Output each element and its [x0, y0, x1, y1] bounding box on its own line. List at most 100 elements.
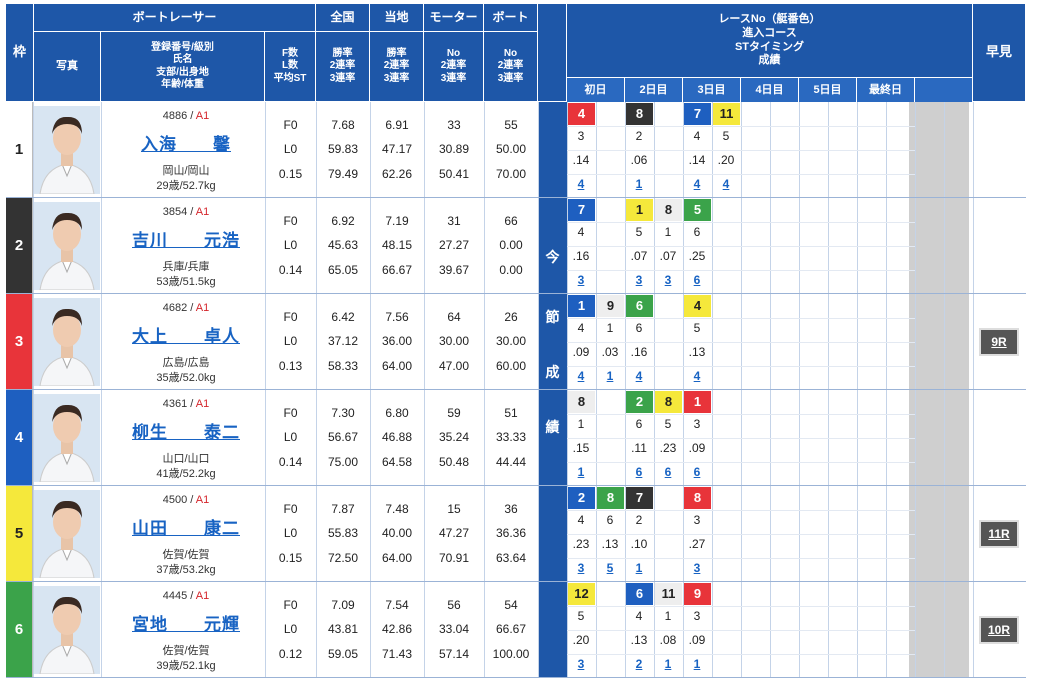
- zen-stat: 55.83: [327, 526, 359, 540]
- finish-link[interactable]: 3: [577, 657, 585, 671]
- cell-divider: [799, 198, 800, 293]
- finish-link[interactable]: 3: [577, 273, 585, 287]
- waku-number: 5: [6, 486, 33, 581]
- cell-divider: [683, 486, 684, 581]
- finish-link[interactable]: 3: [664, 273, 672, 287]
- st-timing: .16: [630, 345, 648, 359]
- cell-divider: [712, 294, 713, 389]
- racer-name-link[interactable]: 入海 馨: [141, 135, 231, 154]
- hayami-link[interactable]: 10R: [979, 616, 1019, 644]
- racer-name-link[interactable]: 大上 卓人: [132, 327, 240, 346]
- day-header-3: 3日目: [683, 78, 741, 102]
- cell-divider: [712, 582, 713, 677]
- cell-divider: [596, 582, 597, 677]
- race-number: 12: [568, 583, 595, 605]
- finish-link[interactable]: 1: [635, 177, 643, 191]
- cell-divider: [33, 294, 34, 389]
- racer-area: 岡山/岡山: [162, 165, 210, 177]
- course: 3: [693, 513, 701, 527]
- finish-link[interactable]: 4: [693, 369, 701, 383]
- finish-link[interactable]: 6: [664, 465, 672, 479]
- row-divider: [567, 462, 915, 463]
- header-touchi: 当地: [370, 4, 424, 32]
- racer-name-link[interactable]: 山田 康二: [132, 519, 240, 538]
- hayami-link[interactable]: 11R: [979, 520, 1019, 548]
- finish-link[interactable]: 1: [577, 465, 585, 479]
- row-divider: [567, 150, 915, 151]
- finish-link[interactable]: 6: [693, 273, 701, 287]
- st-timing: .09: [688, 633, 706, 647]
- row-divider: [567, 342, 915, 343]
- reg-class: 4886 / A1: [162, 110, 210, 122]
- race-number: 8: [684, 487, 711, 509]
- row-divider: [567, 534, 915, 535]
- zen-stat: 7.30: [331, 406, 355, 420]
- cell-divider: [265, 198, 266, 293]
- racer-photo: [34, 202, 100, 290]
- race-number: 11: [713, 103, 740, 125]
- finish-link[interactable]: 4: [635, 369, 643, 383]
- racer-name-link[interactable]: 宮地 元輝: [132, 615, 240, 634]
- cell-divider: [799, 486, 800, 581]
- avg-st: 0.15: [278, 167, 303, 181]
- finish-link[interactable]: 4: [722, 177, 730, 191]
- row-divider: [567, 438, 915, 439]
- racer-age-weight: 29歳/52.7kg: [156, 180, 216, 192]
- boat-stat: 44.44: [495, 455, 527, 469]
- st-timing: .15: [572, 441, 590, 455]
- f-count: F0: [283, 214, 298, 228]
- race-number: 6: [626, 295, 653, 317]
- race-number: 8: [655, 391, 682, 413]
- cell-divider: [424, 390, 425, 485]
- finish-link[interactable]: 3: [577, 561, 585, 575]
- row-divider: [567, 654, 915, 655]
- motor-stat: 39.67: [438, 263, 470, 277]
- cell-divider: [915, 294, 916, 389]
- finish-link[interactable]: 1: [693, 657, 701, 671]
- avg-st: 0.13: [278, 359, 303, 373]
- motor-stat: 30.00: [438, 334, 470, 348]
- motor-stat: 47.00: [438, 359, 470, 373]
- header-waku: 枠: [6, 4, 34, 102]
- motor-stat: 50.48: [438, 455, 470, 469]
- st-timing: .23: [572, 537, 590, 551]
- race-number: 11: [655, 583, 682, 605]
- finish-link[interactable]: 3: [635, 273, 643, 287]
- finish-link[interactable]: 5: [606, 561, 614, 575]
- course: 1: [577, 417, 585, 431]
- racer-photo: [34, 586, 100, 674]
- finish-link[interactable]: 6: [635, 465, 643, 479]
- finish-link[interactable]: 4: [693, 177, 701, 191]
- finish-link[interactable]: 4: [577, 177, 585, 191]
- tou-stat: 47.17: [381, 142, 413, 156]
- finish-link[interactable]: 2: [635, 657, 643, 671]
- cell-divider: [33, 390, 34, 485]
- tou-stat: 7.54: [385, 598, 409, 612]
- cell-divider: [316, 582, 317, 677]
- finish-link[interactable]: 6: [693, 465, 701, 479]
- racer-name-link[interactable]: 吉川 元浩: [132, 231, 240, 250]
- racer-age-weight: 39歳/52.1kg: [156, 660, 216, 672]
- cell-divider: [265, 486, 266, 581]
- finish-link[interactable]: 1: [606, 369, 614, 383]
- cell-divider: [857, 102, 858, 197]
- cell-divider: [316, 198, 317, 293]
- l-count: L0: [283, 622, 298, 636]
- motor-stat: 70.91: [438, 551, 470, 565]
- finish-link[interactable]: 4: [577, 369, 585, 383]
- finish-link[interactable]: 3: [693, 561, 701, 575]
- boat-stat: 55: [504, 118, 518, 132]
- cell-divider: [770, 294, 771, 389]
- zen-stat: 58.33: [327, 359, 359, 373]
- hayami-link[interactable]: 9R: [979, 328, 1019, 356]
- cell-divider: [33, 198, 34, 293]
- finish-link[interactable]: 1: [635, 561, 643, 575]
- cell-divider: [857, 390, 858, 485]
- finish-link[interactable]: 1: [664, 657, 672, 671]
- l-count: L0: [283, 238, 298, 252]
- cell-divider: [857, 582, 858, 677]
- racer-name-link[interactable]: 柳生 泰二: [132, 423, 240, 442]
- row-divider: [567, 174, 915, 175]
- cell-divider: [654, 582, 655, 677]
- cell-divider: [101, 582, 102, 677]
